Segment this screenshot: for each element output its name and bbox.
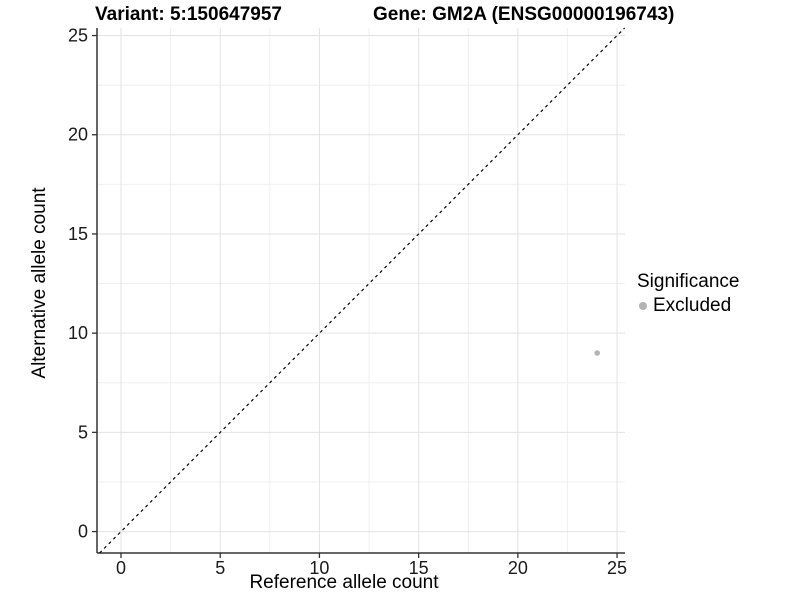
x-tick-label: 20 [508, 558, 528, 578]
x-tick-label: 10 [309, 558, 329, 578]
data-point-excluded [594, 350, 601, 356]
y-axis-title: Alternative allele count [29, 187, 50, 379]
plot-title-variant: Variant: 5:150647957 [95, 4, 282, 25]
y-tick-label: 0 [78, 522, 88, 542]
y-tick-label: 15 [68, 224, 88, 244]
legend-title: Significance [637, 271, 740, 292]
legend-item-label: Excluded [653, 295, 732, 316]
legend-item-excluded: Excluded [637, 295, 739, 317]
legend: Significance Excluded [637, 271, 739, 317]
identity-line [99, 27, 626, 554]
x-axis-title: Reference allele count [249, 572, 439, 593]
x-tick-label: 0 [116, 558, 126, 578]
x-tick-label: 15 [409, 558, 429, 578]
x-tick-label: 5 [215, 558, 225, 578]
y-tick-label: 20 [68, 125, 88, 145]
plot-title-gene: Gene: GM2A (ENSG00000196743) [373, 4, 675, 25]
y-tick-label: 25 [68, 26, 88, 46]
y-tick-label: 10 [68, 323, 88, 343]
x-tick-label: 25 [607, 558, 627, 578]
y-tick-label: 5 [78, 422, 88, 442]
legend-point-icon [639, 302, 647, 310]
